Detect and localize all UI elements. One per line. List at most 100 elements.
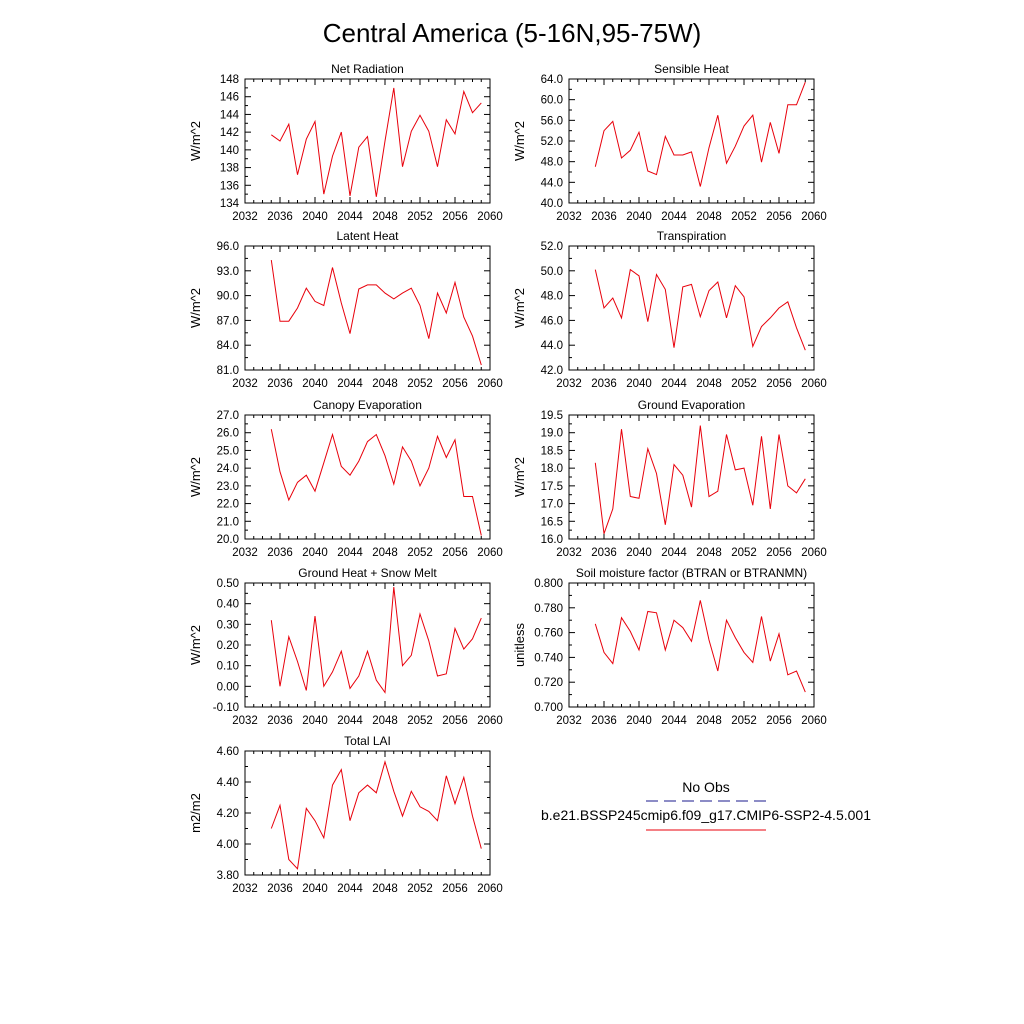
x-tick-label: 2056 <box>766 378 792 390</box>
series-line-ground-heat-snow-melt <box>270 587 482 694</box>
series-line-soil-moisture-factor-btran-or-btranmn <box>594 600 806 693</box>
y-tick-label: 17.5 <box>541 481 563 493</box>
y-tick-label: 142 <box>220 127 239 139</box>
legend-obs-label: No Obs <box>682 779 729 795</box>
x-tick-label: 2052 <box>731 211 757 223</box>
panel-title: Ground Heat + Snow Melt <box>298 566 437 580</box>
x-tick-label: 2044 <box>661 378 687 390</box>
y-tick-label: 90.0 <box>217 291 239 303</box>
panel-canopy-evaporation: Canopy Evaporation W/m^2 2032 2036 2040 2044 2… <box>188 398 503 559</box>
x-tick-label: 2044 <box>661 547 687 559</box>
x-tick-label: 2060 <box>801 211 827 223</box>
x-tick-label: 2032 <box>232 715 258 727</box>
x-tick-label: 2036 <box>267 211 293 223</box>
y-axis-label: W/m^2 <box>188 457 203 497</box>
y-tick-label: 21.0 <box>217 516 239 528</box>
panel-frame <box>244 245 491 371</box>
x-tick-label: 2060 <box>477 378 503 390</box>
y-tick-label: 16.0 <box>541 534 563 546</box>
panel-frame <box>568 245 815 371</box>
y-tick-label: 46.0 <box>541 315 563 327</box>
y-tick-label: 18.5 <box>541 445 563 457</box>
x-tick-label: 2040 <box>302 211 328 223</box>
y-tick-label: 22.0 <box>217 499 239 511</box>
y-tick-label: 84.0 <box>217 340 239 352</box>
x-tick-label: 2060 <box>477 715 503 727</box>
y-axis-label: W/m^2 <box>512 121 527 161</box>
y-tick-label: 50.0 <box>541 266 563 278</box>
panel-title: Latent Heat <box>336 229 399 243</box>
panel-soil-moisture-factor-btran-or-btranmn: Soil moisture factor (BTRAN or BTRANMN) u… <box>512 566 827 727</box>
x-tick-label: 2060 <box>477 211 503 223</box>
y-tick-label: 4.60 <box>217 746 239 758</box>
y-tick-label: -0.10 <box>213 702 239 714</box>
y-axis-label: unitless <box>512 622 527 667</box>
panel-frame <box>568 78 815 204</box>
panel-frame <box>244 78 491 204</box>
y-tick-label: 44.0 <box>541 340 563 352</box>
x-tick-label: 2036 <box>591 547 617 559</box>
x-tick-label: 2048 <box>696 715 722 727</box>
y-tick-label: 26.0 <box>217 428 239 440</box>
x-tick-label: 2056 <box>766 715 792 727</box>
y-tick-label: 4.00 <box>217 839 239 851</box>
legend: No Obs b.e21.BSSP245cmip6.f09_g17.CMIP6-… <box>541 779 871 831</box>
x-tick-label: 2044 <box>337 547 363 559</box>
panel-title: Total LAI <box>344 734 391 748</box>
series-line-net-radiation <box>271 87 482 197</box>
y-tick-label: 16.5 <box>541 516 563 528</box>
panel-sensible-heat: Sensible Heat W/m^2 2032 2036 2040 2044 2048 20… <box>512 62 827 223</box>
x-tick-label: 2060 <box>801 547 827 559</box>
y-tick-label: 52.0 <box>541 136 563 148</box>
x-tick-label: 2040 <box>302 715 328 727</box>
y-tick-label: 140 <box>220 145 239 157</box>
x-tick-label: 2040 <box>626 547 652 559</box>
x-tick-label: 2056 <box>442 547 468 559</box>
y-tick-label: 48.0 <box>541 157 563 169</box>
x-tick-label: 2036 <box>591 378 617 390</box>
series-line-sensible-heat <box>594 81 806 187</box>
panel-title: Soil moisture factor (BTRAN or BTRANMN) <box>576 566 807 580</box>
x-tick-label: 2060 <box>477 883 503 895</box>
x-tick-label: 2048 <box>696 378 722 390</box>
panel-total-lai: Total LAI m2/m2 2032 2036 2040 2044 2048 2052 20… <box>188 734 503 895</box>
y-tick-label: 93.0 <box>217 266 239 278</box>
x-tick-label: 2032 <box>556 715 582 727</box>
x-tick-label: 2060 <box>801 378 827 390</box>
x-tick-label: 2052 <box>731 378 757 390</box>
y-tick-label: 144 <box>220 109 240 121</box>
x-tick-label: 2052 <box>407 547 433 559</box>
panel-ground-heat-snow-melt: Ground Heat + Snow Melt W/m^2 2032 2036 2040… <box>188 566 503 727</box>
x-tick-label: 2032 <box>232 378 258 390</box>
x-tick-label: 2040 <box>626 211 652 223</box>
x-tick-label: 2032 <box>232 547 258 559</box>
x-tick-label: 2060 <box>477 547 503 559</box>
series-line-canopy-evaporation <box>270 429 482 536</box>
panel-title: Transpiration <box>657 229 727 243</box>
y-tick-label: 134 <box>220 198 240 210</box>
panel-title: Sensible Heat <box>654 62 729 76</box>
y-axis-label: W/m^2 <box>188 121 203 161</box>
series-line-total-lai <box>270 760 482 870</box>
x-tick-label: 2032 <box>556 378 582 390</box>
y-tick-label: 25.0 <box>217 445 239 457</box>
x-tick-label: 2056 <box>442 378 468 390</box>
y-tick-label: 23.0 <box>217 481 239 493</box>
series-line-ground-evaporation <box>594 425 806 534</box>
x-tick-label: 2036 <box>267 883 293 895</box>
x-tick-label: 2032 <box>232 883 258 895</box>
x-tick-label: 2048 <box>372 883 398 895</box>
panel-frame <box>568 582 815 708</box>
panel-latent-heat: Latent Heat W/m^2 2032 2036 2040 2044 2048 2052… <box>188 229 503 390</box>
panels: Net Radiation W/m^2 2032 2036 2040 2044 2048 20… <box>188 62 827 895</box>
y-axis-label: W/m^2 <box>188 288 203 328</box>
y-tick-label: 0.20 <box>217 640 239 652</box>
panel-ground-evaporation: Ground Evaporation W/m^2 2032 2036 2040 2044 2… <box>512 398 827 559</box>
y-tick-label: 52.0 <box>541 241 563 253</box>
x-tick-label: 2052 <box>731 547 757 559</box>
x-tick-label: 2056 <box>442 715 468 727</box>
y-tick-label: 48.0 <box>541 291 563 303</box>
x-tick-label: 2040 <box>302 883 328 895</box>
x-tick-label: 2056 <box>442 211 468 223</box>
y-tick-label: 81.0 <box>217 365 239 377</box>
